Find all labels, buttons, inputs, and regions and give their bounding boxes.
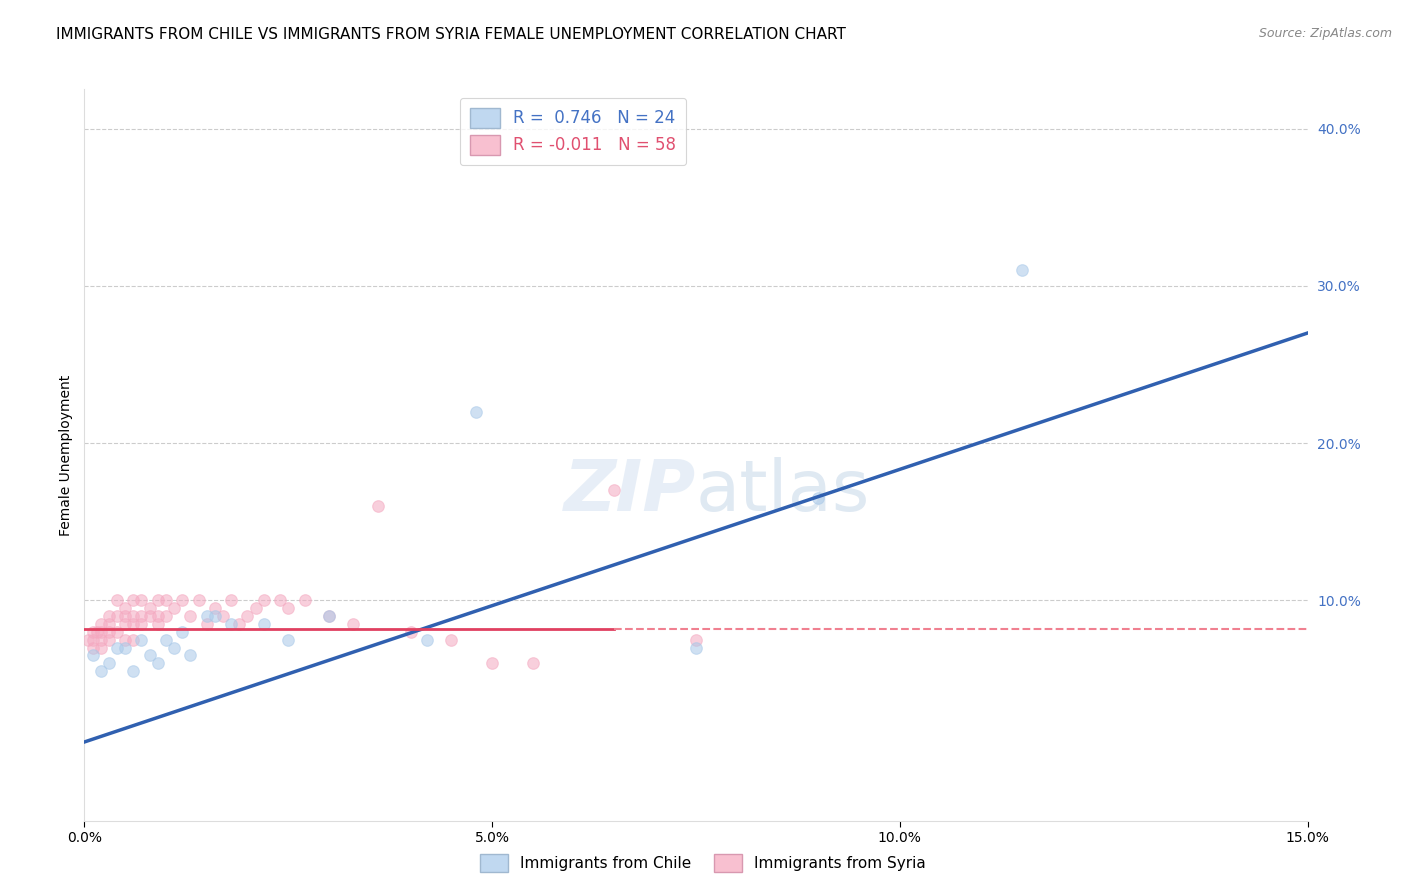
Point bbox=[155, 593, 177, 607]
Point bbox=[122, 609, 145, 624]
Y-axis label: Female Unemployment: Female Unemployment bbox=[59, 375, 73, 535]
Point bbox=[97, 657, 120, 671]
Point bbox=[82, 640, 104, 655]
Point bbox=[277, 632, 299, 647]
Point bbox=[114, 609, 136, 624]
Text: IMMIGRANTS FROM CHILE VS IMMIGRANTS FROM SYRIA FEMALE UNEMPLOYMENT CORRELATION C: IMMIGRANTS FROM CHILE VS IMMIGRANTS FROM… bbox=[56, 27, 846, 42]
Point bbox=[138, 609, 160, 624]
Point bbox=[195, 609, 218, 624]
Point bbox=[464, 405, 486, 419]
Point bbox=[522, 657, 544, 671]
Point bbox=[807, 491, 830, 505]
Point bbox=[155, 609, 177, 624]
Point bbox=[97, 624, 120, 639]
Point bbox=[105, 593, 128, 607]
Point bbox=[212, 609, 235, 624]
Legend: Immigrants from Chile, Immigrants from Syria: Immigrants from Chile, Immigrants from S… bbox=[472, 846, 934, 880]
Point bbox=[146, 617, 169, 632]
Point bbox=[122, 617, 145, 632]
Point bbox=[138, 601, 160, 615]
Point bbox=[236, 609, 259, 624]
Point bbox=[97, 617, 120, 632]
Point bbox=[204, 609, 226, 624]
Point bbox=[155, 632, 177, 647]
Point bbox=[146, 593, 169, 607]
Point bbox=[146, 657, 169, 671]
Point bbox=[172, 624, 194, 639]
Point bbox=[114, 617, 136, 632]
Point bbox=[399, 624, 422, 639]
Point bbox=[131, 593, 153, 607]
Point bbox=[97, 632, 120, 647]
Point bbox=[416, 632, 439, 647]
Point bbox=[138, 648, 160, 663]
Point bbox=[122, 593, 145, 607]
Point bbox=[318, 609, 340, 624]
Point bbox=[1011, 263, 1033, 277]
Point bbox=[245, 601, 267, 615]
Legend: R =  0.746   N = 24, R = -0.011   N = 58: R = 0.746 N = 24, R = -0.011 N = 58 bbox=[460, 97, 686, 165]
Point bbox=[122, 664, 145, 678]
Point bbox=[82, 632, 104, 647]
Point bbox=[342, 617, 364, 632]
Point bbox=[77, 632, 100, 647]
Point bbox=[219, 617, 242, 632]
Point bbox=[82, 648, 104, 663]
Point bbox=[603, 483, 626, 498]
Point bbox=[481, 657, 503, 671]
Point bbox=[187, 593, 209, 607]
Point bbox=[163, 601, 186, 615]
Text: atlas: atlas bbox=[696, 457, 870, 526]
Text: Source: ZipAtlas.com: Source: ZipAtlas.com bbox=[1258, 27, 1392, 40]
Point bbox=[440, 632, 463, 647]
Point bbox=[105, 640, 128, 655]
Point bbox=[82, 624, 104, 639]
Point bbox=[131, 632, 153, 647]
Point bbox=[179, 609, 201, 624]
Point bbox=[90, 617, 112, 632]
Point bbox=[253, 617, 276, 632]
Point bbox=[90, 624, 112, 639]
Point bbox=[179, 648, 201, 663]
Point bbox=[105, 624, 128, 639]
Point bbox=[685, 640, 707, 655]
Point bbox=[219, 593, 242, 607]
Point bbox=[228, 617, 250, 632]
Point bbox=[318, 609, 340, 624]
Point bbox=[90, 664, 112, 678]
Point bbox=[195, 617, 218, 632]
Point bbox=[294, 593, 316, 607]
Point bbox=[253, 593, 276, 607]
Point bbox=[163, 640, 186, 655]
Point bbox=[105, 609, 128, 624]
Point bbox=[114, 632, 136, 647]
Point bbox=[204, 601, 226, 615]
Point bbox=[86, 624, 108, 639]
Point bbox=[146, 609, 169, 624]
Point bbox=[114, 640, 136, 655]
Point bbox=[131, 617, 153, 632]
Point bbox=[90, 640, 112, 655]
Point bbox=[131, 609, 153, 624]
Point bbox=[367, 499, 389, 513]
Point bbox=[685, 632, 707, 647]
Point bbox=[172, 593, 194, 607]
Point bbox=[277, 601, 299, 615]
Point bbox=[90, 632, 112, 647]
Point bbox=[122, 632, 145, 647]
Point bbox=[97, 609, 120, 624]
Text: ZIP: ZIP bbox=[564, 457, 696, 526]
Point bbox=[269, 593, 291, 607]
Point bbox=[114, 601, 136, 615]
